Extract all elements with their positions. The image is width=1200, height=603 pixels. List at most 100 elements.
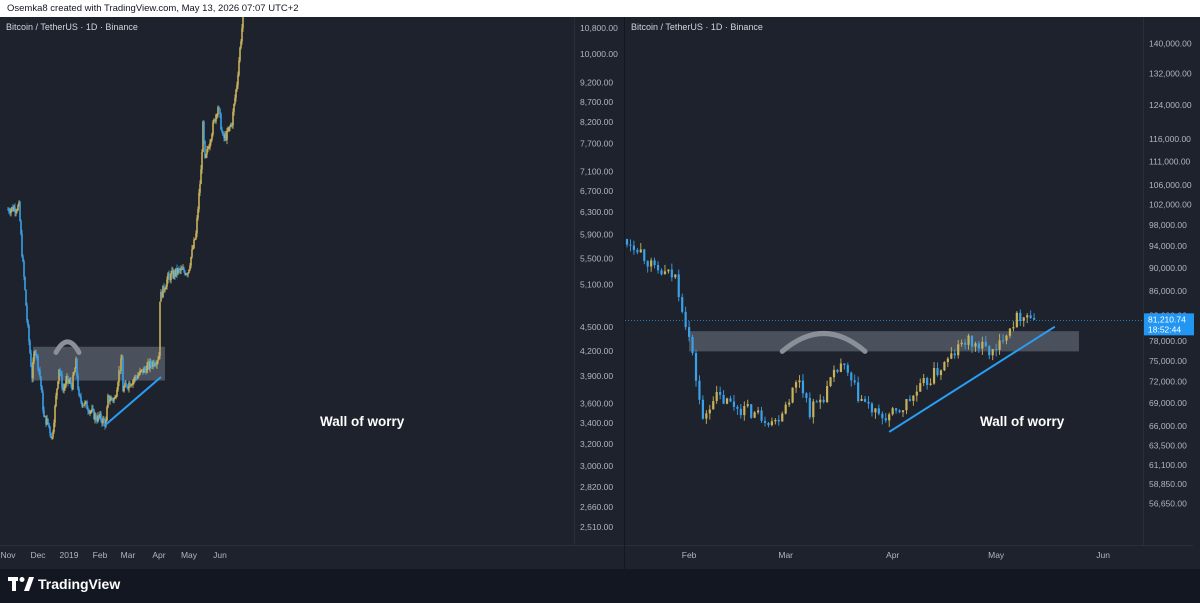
candle-body xyxy=(753,412,756,418)
time-tick-label: Feb xyxy=(682,550,697,560)
tradingview-logo[interactable]: TradingView xyxy=(8,574,120,594)
candle-body xyxy=(81,401,83,406)
candle-body xyxy=(39,370,41,377)
candle-body xyxy=(857,382,860,401)
candle-body xyxy=(80,396,82,402)
price-tick-label: 5,500.00 xyxy=(580,254,613,264)
candle-body xyxy=(970,335,974,347)
candle-body xyxy=(112,399,114,401)
candle-body xyxy=(729,398,732,402)
candle-body xyxy=(819,399,822,403)
candle-body xyxy=(82,404,84,406)
candle-body xyxy=(98,415,100,418)
candle-body xyxy=(867,401,870,404)
candle-body xyxy=(850,372,853,381)
candle-body xyxy=(76,358,78,376)
candle-body xyxy=(660,270,663,275)
candle-body xyxy=(182,268,184,270)
candle-body xyxy=(118,370,120,383)
candle-body xyxy=(140,370,142,372)
candle-body xyxy=(96,420,98,422)
candle-body xyxy=(122,358,124,392)
price-tick-label: 111,000.00 xyxy=(1149,157,1191,167)
candle-body xyxy=(58,369,60,382)
candle-body xyxy=(210,139,212,143)
candle-body xyxy=(950,353,953,359)
candle-body xyxy=(10,209,12,214)
candle-body xyxy=(95,414,97,421)
chart-panel-right[interactable]: Wall of worry 140,000.00 132,000.00 124,000… xyxy=(625,17,1200,569)
last-price-value: 81,210.74 xyxy=(1148,314,1186,324)
candle-body xyxy=(929,383,932,385)
price-tick-label: 3,400.00 xyxy=(580,418,613,428)
candle-body xyxy=(636,250,639,253)
candle-body xyxy=(91,408,93,412)
candle-body xyxy=(1001,340,1005,342)
candle-body xyxy=(130,384,132,387)
candle-body xyxy=(736,406,739,409)
candlestick-chart-right[interactable]: Wall of worry 140,000.00 132,000.00 124,000… xyxy=(625,17,1200,569)
price-tick-label: 3,200.00 xyxy=(580,439,613,449)
candle-body xyxy=(159,301,161,356)
candle-body xyxy=(156,361,158,365)
candle-body xyxy=(167,273,169,280)
price-tick-label: 2,660.00 xyxy=(580,502,613,512)
resistance-zone xyxy=(33,346,165,381)
candle-body xyxy=(137,375,139,379)
tradingview-logo-icon xyxy=(8,577,34,591)
candlestick-chart-left[interactable]: Wall of worry 10,800.00 10,000.00 9,200.00 8… xyxy=(0,17,624,569)
price-tick-label: 90,000.00 xyxy=(1149,263,1187,273)
candle-body xyxy=(1015,312,1018,328)
candle-body xyxy=(853,380,856,383)
candle-body xyxy=(763,420,767,423)
candle-body xyxy=(94,414,96,420)
candle-body xyxy=(65,380,67,386)
chart-panel-left[interactable]: Wall of worry 10,800.00 10,000.00 9,200.00 8… xyxy=(0,17,624,569)
candle-body xyxy=(224,134,226,138)
candle-body xyxy=(59,369,61,374)
candle-body xyxy=(173,271,175,278)
candle-body xyxy=(227,130,229,132)
candle-body xyxy=(988,346,991,356)
candle-body xyxy=(93,409,95,420)
candle-body xyxy=(236,84,238,90)
candle-body xyxy=(760,410,763,421)
candle-body xyxy=(221,129,223,132)
candle-body xyxy=(30,352,32,367)
chart-caption: Osemka8 created with TradingView.com, Ma… xyxy=(7,3,299,14)
candle-body xyxy=(826,386,829,403)
candle-body xyxy=(808,397,811,418)
candle-body xyxy=(87,409,89,411)
candle-body xyxy=(235,89,237,98)
candle-body xyxy=(129,382,131,387)
candle-body xyxy=(684,311,687,328)
candle-body xyxy=(794,382,798,388)
price-tick-label: 58,850.00 xyxy=(1149,479,1187,489)
candle-body xyxy=(698,380,701,400)
candle-body xyxy=(777,419,780,422)
candle-body xyxy=(79,394,81,397)
candle-body xyxy=(47,418,49,424)
candle-body xyxy=(643,249,646,261)
candle-body xyxy=(90,411,92,413)
candle-body xyxy=(822,399,825,403)
candle-body xyxy=(15,211,17,213)
price-tick-label: 78,000.00 xyxy=(1149,336,1187,346)
last-price-tag xyxy=(1144,313,1194,336)
candle-body xyxy=(877,408,880,414)
candle-body xyxy=(171,270,173,274)
candle-body xyxy=(220,114,222,130)
price-tick-label: 75,000.00 xyxy=(1149,356,1187,366)
candle-body xyxy=(639,249,642,253)
candle-body xyxy=(38,368,40,371)
candle-body xyxy=(17,205,19,211)
candle-body xyxy=(172,270,174,278)
price-tick-label: 56,650.00 xyxy=(1149,498,1187,508)
candle-body xyxy=(874,408,877,413)
candle-body xyxy=(712,401,715,410)
candle-body xyxy=(86,401,88,410)
candle-body xyxy=(102,418,104,424)
candle-body xyxy=(888,414,891,421)
candle-body xyxy=(670,269,673,278)
candle-body xyxy=(108,395,110,402)
